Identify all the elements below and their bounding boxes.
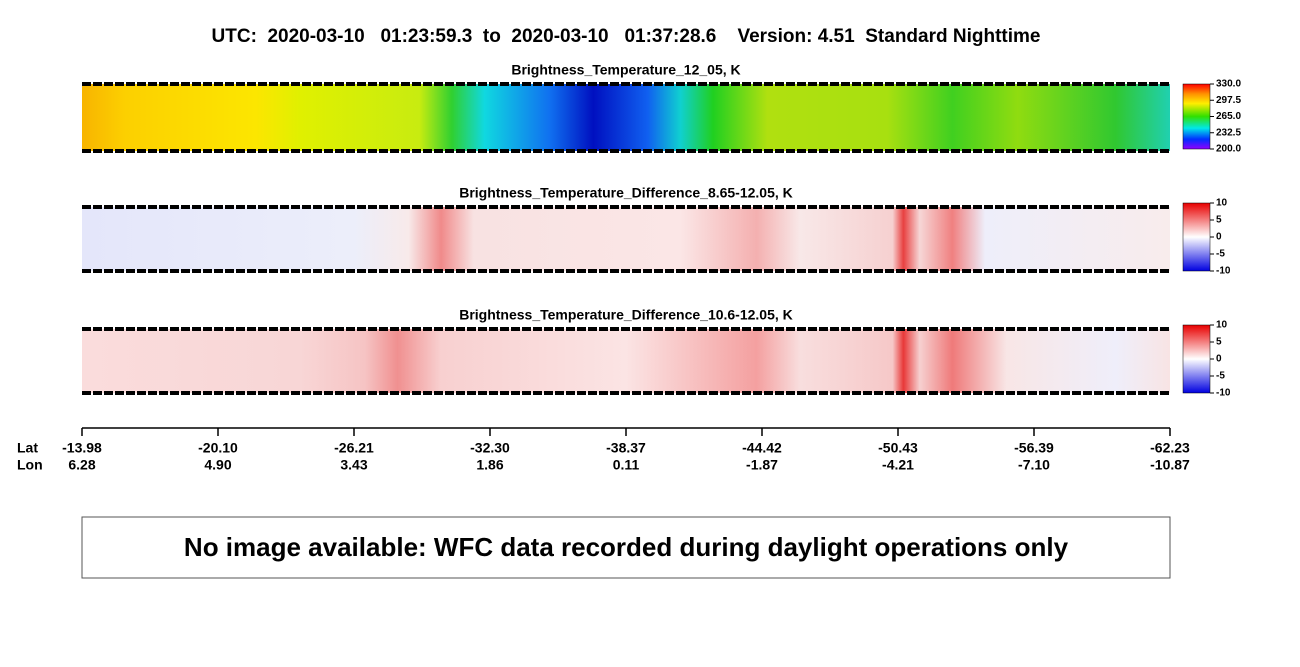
colorbar-label: -10 — [1216, 388, 1231, 399]
panel-image — [82, 84, 1170, 151]
lat-tick-label: -20.10 — [198, 440, 238, 456]
colorbar-label: -5 — [1216, 371, 1225, 382]
lat-label: Lat — [17, 440, 38, 456]
lat-tick-label: -56.39 — [1014, 440, 1054, 456]
lon-tick-label: 0.11 — [613, 457, 640, 473]
colorbar — [1182, 202, 1211, 272]
lon-tick-label: -1.87 — [746, 457, 778, 473]
lat-tick-label: -13.98 — [62, 440, 102, 456]
title: UTC: 2020-03-10 01:23:59.3 to 2020-03-10… — [212, 26, 1041, 47]
lat-tick-label: -38.37 — [606, 440, 646, 456]
colorbar-label: 10 — [1216, 198, 1228, 209]
colorbar-label: 10 — [1216, 320, 1228, 331]
panel-title: Brightness_Temperature_Difference_10.6-1… — [459, 307, 793, 323]
panel-title: Brightness_Temperature_Difference_8.65-1… — [459, 185, 793, 201]
lat-tick-label: -26.21 — [334, 440, 374, 456]
message: No image available: WFC data recorded du… — [184, 532, 1069, 562]
lon-tick-label: 4.90 — [204, 457, 231, 473]
colorbar-label: 232.5 — [1216, 127, 1241, 138]
message-box — [81, 516, 1171, 579]
colorbar-label: 5 — [1216, 337, 1222, 348]
colorbar-label: -5 — [1216, 249, 1225, 260]
colorbar-label: 5 — [1216, 215, 1222, 226]
colorbar-label: 265.0 — [1216, 111, 1241, 122]
lat-tick-label: -50.43 — [878, 440, 918, 456]
colorbar — [1182, 83, 1211, 150]
lat-tick-label: -32.30 — [470, 440, 510, 456]
lat-tick-label: -44.42 — [742, 440, 782, 456]
panel-image — [82, 207, 1170, 271]
panel-image — [82, 329, 1170, 393]
lat-tick-label: -62.23 — [1150, 440, 1190, 456]
lon-tick-label: -10.87 — [1150, 457, 1190, 473]
lon-tick-label: 1.86 — [476, 457, 503, 473]
colorbar-label: 200.0 — [1216, 144, 1241, 155]
lon-tick-label: 3.43 — [340, 457, 367, 473]
lon-label: Lon — [17, 457, 43, 473]
colorbar-label: 330.0 — [1216, 79, 1241, 90]
lon-tick-label: 6.28 — [68, 457, 95, 473]
colorbar-label: 0 — [1216, 354, 1222, 365]
panels: Brightness_Temperature_12_05, K 330.0 297.… — [82, 62, 1241, 399]
colorbar-label: 297.5 — [1216, 95, 1241, 106]
lon-tick-label: -4.21 — [882, 457, 914, 473]
panel-title: Brightness_Temperature_12_05, K — [511, 62, 740, 78]
colorbar-label: -10 — [1216, 266, 1231, 277]
colorbar-label: 0 — [1216, 232, 1222, 243]
colorbar — [1182, 324, 1211, 394]
lon-tick-label: -7.10 — [1018, 457, 1050, 473]
